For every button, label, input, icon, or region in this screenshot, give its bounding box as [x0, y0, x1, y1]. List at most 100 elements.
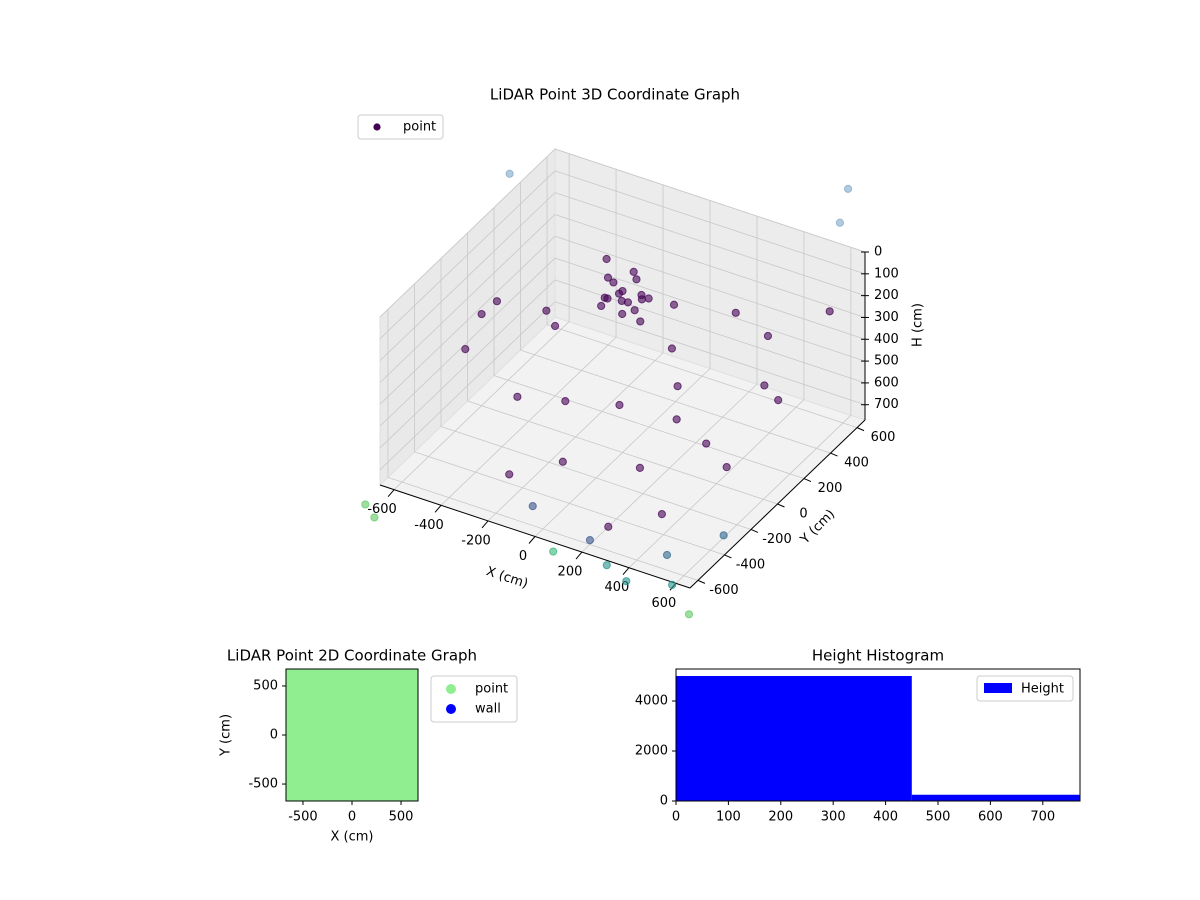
y-tick-label: 2000 — [635, 744, 668, 759]
point — [662, 550, 672, 560]
point — [513, 392, 522, 401]
x-tick-label: 300 — [821, 810, 846, 825]
grid-line — [440, 426, 752, 530]
y-tick-label: -600 — [709, 583, 739, 598]
grid-line — [379, 148, 556, 318]
point — [542, 306, 551, 315]
x-tick-label: 500 — [926, 810, 951, 825]
points — [361, 169, 853, 619]
tick-mark — [434, 504, 442, 513]
bar — [911, 794, 1080, 801]
point — [760, 381, 769, 390]
point — [672, 415, 681, 424]
y-tick-label: -200 — [762, 532, 792, 547]
x-tick-label: 200 — [768, 810, 793, 825]
chart-title: LiDAR Point 2D Coordinate Graph — [227, 647, 477, 665]
y-tick-label: 0 — [799, 507, 807, 522]
grid-line — [493, 375, 805, 479]
point — [615, 400, 624, 410]
point — [477, 309, 486, 319]
point — [505, 169, 514, 178]
tick-mark — [481, 520, 489, 529]
grid-line — [379, 257, 556, 427]
legend-box — [976, 675, 1074, 702]
point — [636, 317, 645, 326]
point — [763, 331, 773, 341]
point — [722, 463, 731, 472]
tick-mark — [387, 489, 395, 498]
legend-marker — [984, 683, 1012, 693]
grid-line — [554, 301, 866, 406]
grid-line — [554, 235, 866, 340]
legend-label: point — [403, 120, 436, 135]
grid-line — [379, 192, 556, 361]
point — [492, 297, 502, 306]
x-tick-label: 600 — [978, 810, 1003, 825]
point — [597, 301, 606, 311]
z-tick-label: 100 — [874, 266, 899, 281]
grid-line — [379, 279, 556, 449]
point — [731, 308, 740, 317]
point — [505, 470, 514, 479]
point — [585, 536, 595, 545]
point — [622, 577, 631, 586]
x-tick-label: 500 — [389, 810, 414, 825]
grid-line — [520, 349, 831, 454]
tick-mark — [528, 536, 536, 544]
point — [618, 309, 627, 319]
point — [629, 267, 638, 276]
z-tick-label: 300 — [874, 310, 899, 325]
grid-line — [546, 324, 858, 429]
x-tick-label: 600 — [651, 596, 676, 611]
point — [825, 307, 834, 316]
point — [609, 278, 618, 287]
chart-title: Height Histogram — [812, 647, 944, 665]
point — [774, 396, 783, 405]
point — [370, 513, 379, 522]
y-tick-label: -400 — [736, 557, 766, 572]
point — [657, 510, 666, 519]
point — [614, 289, 624, 298]
grid-line — [467, 400, 778, 505]
point — [668, 580, 677, 589]
z-axis-label: H (cm) — [911, 303, 926, 347]
tick-mark — [803, 478, 812, 483]
legend-marker — [446, 684, 456, 694]
x-tick-label: 400 — [873, 810, 898, 825]
point — [558, 457, 567, 466]
point — [630, 306, 639, 315]
y-tick-label: 600 — [871, 430, 896, 445]
x-axis-label: X (cm) — [484, 564, 530, 592]
grid-line — [379, 301, 556, 471]
z-tick-label: 0 — [874, 245, 882, 260]
x-tick-label: 0 — [672, 810, 680, 825]
point — [600, 293, 609, 302]
y-tick-label: 0 — [270, 728, 278, 743]
tick-mark — [750, 528, 759, 533]
grid-line — [554, 192, 866, 297]
grid-line — [379, 235, 556, 405]
legend-marker — [373, 123, 381, 131]
axis-line — [689, 419, 866, 589]
x-axis-label: X (cm) — [331, 830, 374, 845]
x-tick-label: -400 — [414, 518, 444, 533]
tick-mark — [622, 567, 630, 576]
point — [669, 300, 679, 309]
x-tick-label: 200 — [558, 565, 583, 580]
point — [617, 296, 626, 306]
point — [667, 344, 677, 353]
grid-line — [387, 476, 699, 581]
z-tick-label: 600 — [874, 375, 899, 390]
y-axis-label: Y (cm) — [219, 714, 234, 757]
point — [602, 254, 611, 264]
legend-marker — [446, 704, 456, 714]
tick-mark — [830, 452, 838, 457]
point — [673, 382, 682, 391]
point — [561, 396, 570, 406]
x-tick-label: 0 — [519, 549, 527, 564]
y-tick-label: 500 — [253, 678, 278, 693]
point — [637, 290, 646, 300]
point — [604, 522, 613, 531]
